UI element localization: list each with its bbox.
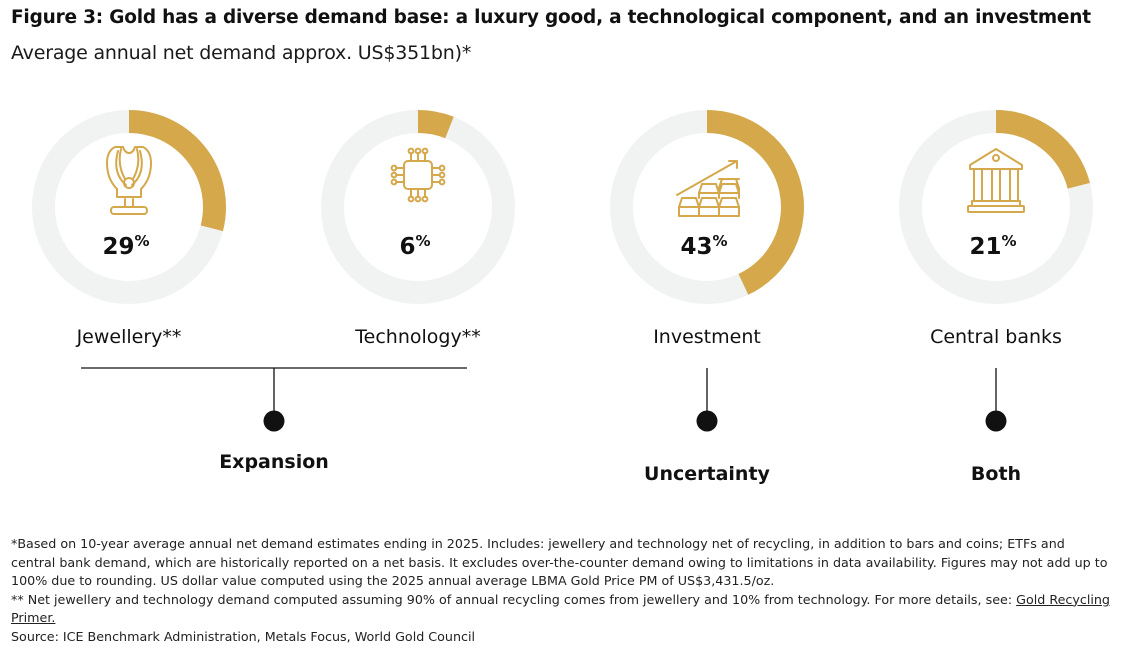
donut-track [321, 110, 515, 304]
bank-icon [967, 148, 1025, 213]
footnote-2: ** Net jewellery and technology demand c… [11, 591, 1111, 628]
donut-slice [995, 110, 1090, 189]
donut-investment: 43% Investment [610, 110, 804, 348]
footnote-2-text: ** Net jewellery and technology demand c… [11, 591, 1017, 607]
footnotes: *Based on 10-year average annual net dem… [11, 535, 1111, 647]
group-label-expansion: Expansion [219, 451, 329, 473]
gold-bars-icon [676, 160, 740, 217]
category-label: Central banks [930, 326, 1062, 348]
microchip-icon [390, 147, 446, 203]
category-label: Investment [653, 326, 761, 348]
group-uncertainty-label: Uncertainty [644, 463, 770, 485]
percent-label: 29% [102, 232, 149, 260]
connector-dot [696, 410, 718, 432]
donut-technology: 6% Technology** [321, 110, 515, 348]
group-both-label: Both [971, 463, 1021, 485]
donut-jewellery: 29% Jewellery** [32, 110, 226, 348]
figure-subtitle: Average annual net demand approx. US$351… [11, 42, 472, 64]
group-expansion: Expansion [81, 367, 467, 473]
gold-recycling-primer-link[interactable]: Gold Recycling Primer. [11, 591, 1110, 626]
category-label: Technology** [354, 326, 480, 348]
donut-slice [417, 110, 454, 139]
donut-slice [128, 110, 226, 232]
necklace-icon [106, 146, 152, 215]
donut-chart: 29% Jewellery** 6% Technology** 43% Investm… [32, 110, 1093, 485]
connector-dot [985, 410, 1007, 432]
percent-label: 6% [399, 232, 430, 260]
category-label: Jewellery** [76, 326, 182, 348]
figure-title: Figure 3: Gold has a diverse demand base… [11, 7, 1091, 28]
donut-central-banks: 21% Central banks [899, 110, 1093, 348]
percent-label: 43% [680, 232, 727, 260]
connector-dot [263, 410, 285, 432]
footnote-1: *Based on 10-year average annual net dem… [11, 536, 1108, 589]
donut-slice [706, 110, 804, 295]
group-uncertainty: Uncertainty [644, 368, 771, 485]
source-line: Source: ICE Benchmark Administration, Me… [11, 628, 476, 644]
group-both: Both [971, 368, 1021, 485]
percent-label: 21% [969, 232, 1016, 260]
